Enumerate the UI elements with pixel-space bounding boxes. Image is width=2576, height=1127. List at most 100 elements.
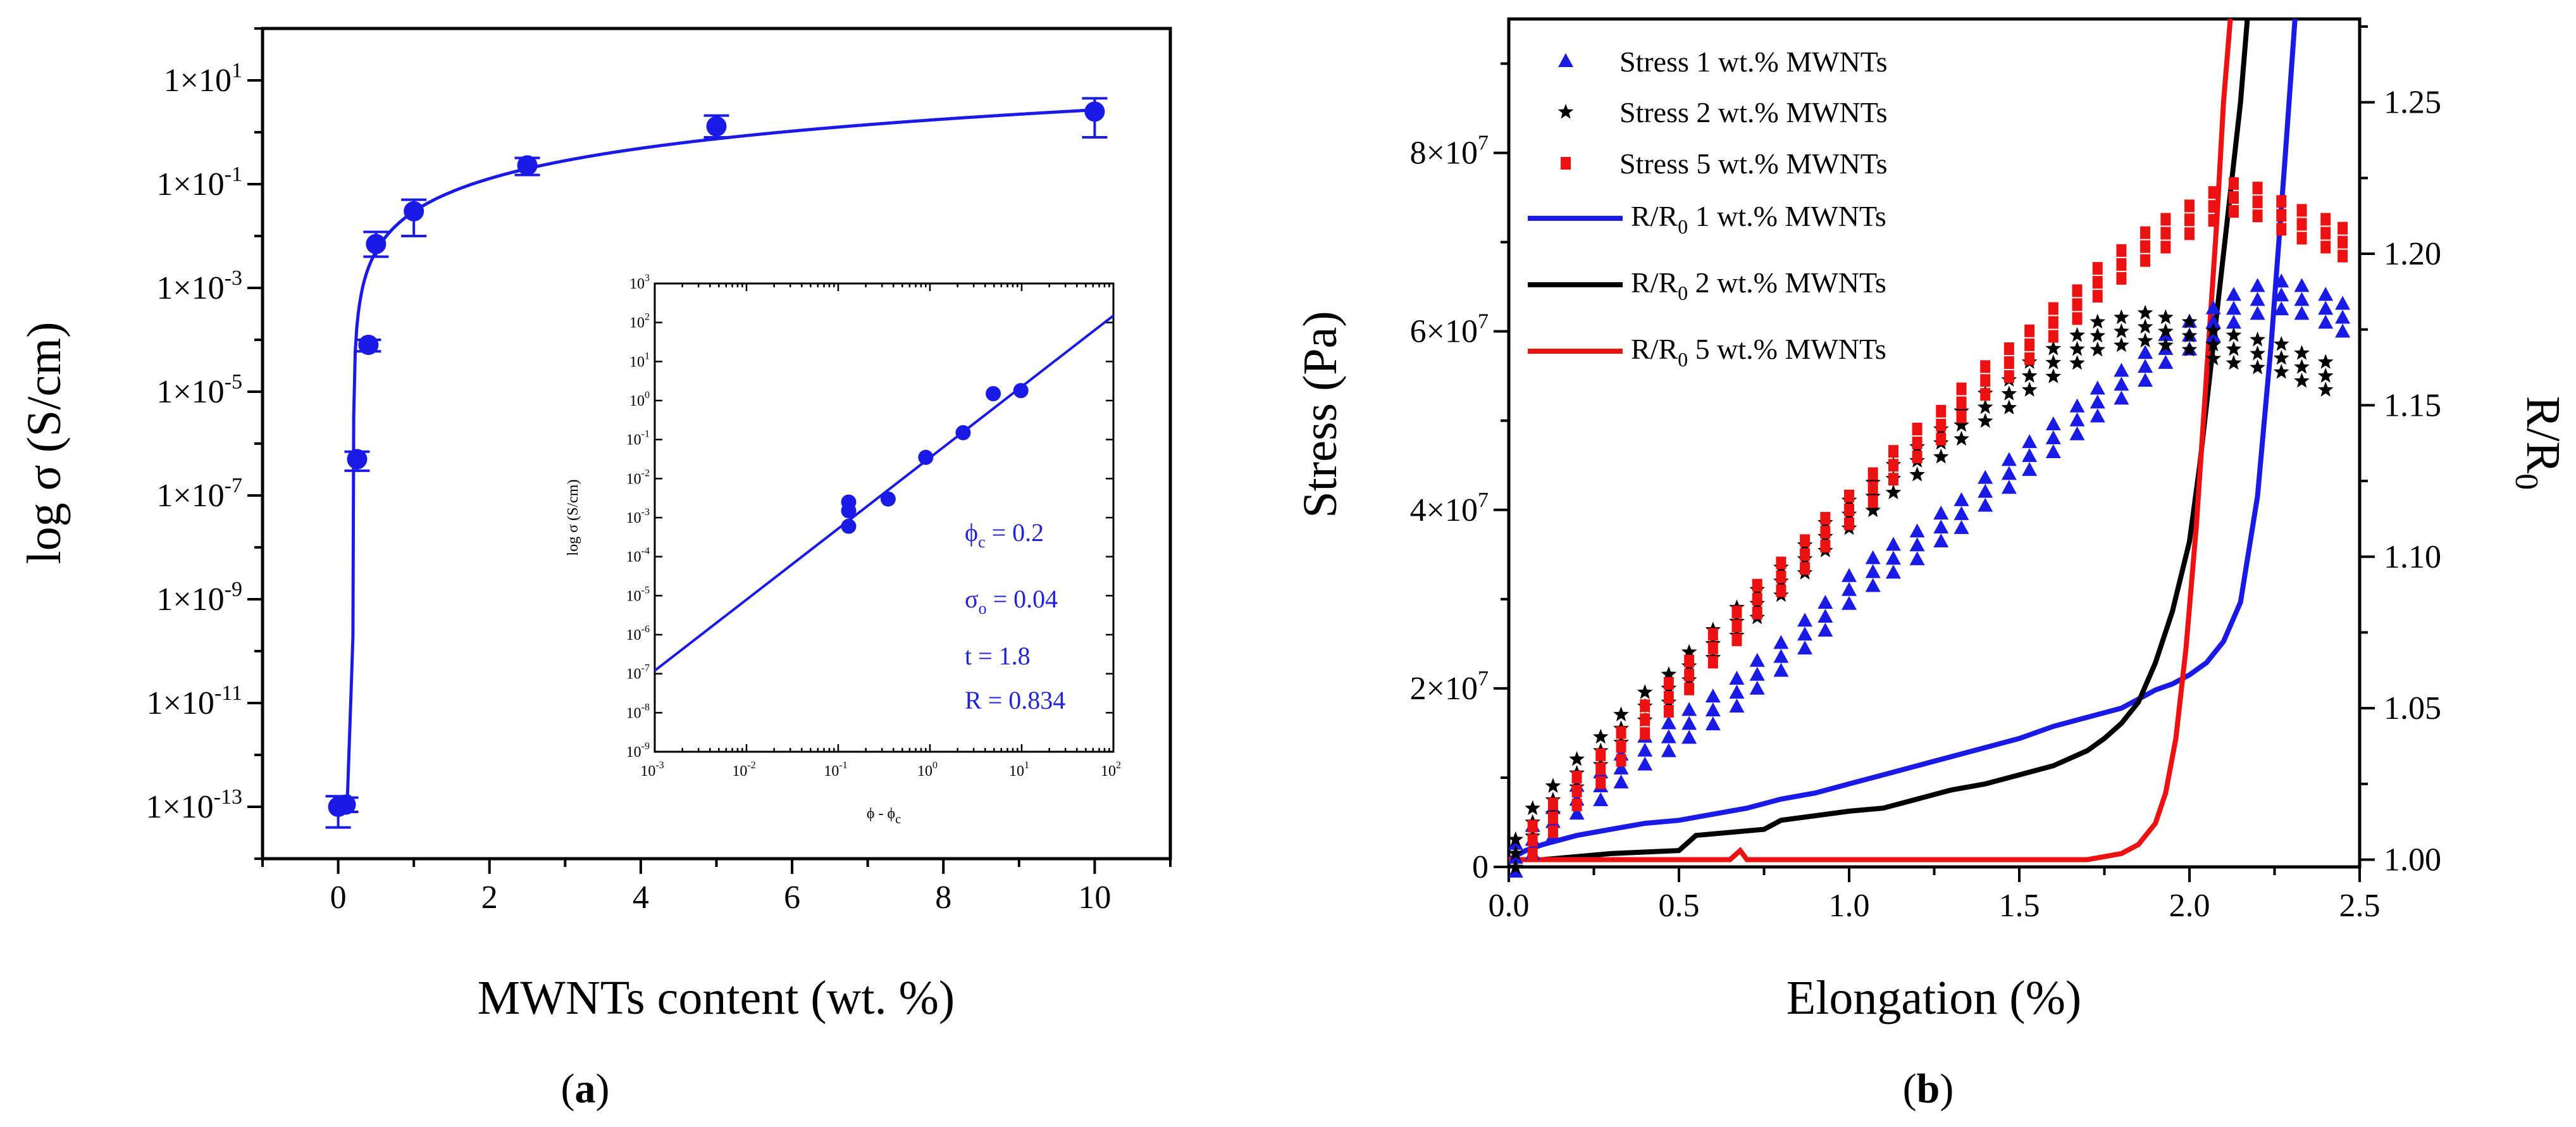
- square-marker: [1936, 404, 1947, 418]
- triangle-marker: [1797, 613, 1813, 627]
- square-marker: [1640, 713, 1650, 726]
- square-marker: [1663, 705, 1674, 718]
- legend-label-sub: 0: [1678, 348, 1688, 371]
- square-marker: [1527, 847, 1538, 861]
- panel-b-right-y-ticks: 1.00 1.05 1.10 1.15 1.20 1.25: [2360, 25, 2441, 878]
- data-point: [1084, 101, 1105, 122]
- square-marker: [1800, 534, 1811, 547]
- legend-label: Stress 2 wt.% MWNTs: [1619, 96, 1888, 128]
- square-marker: [1731, 633, 1742, 647]
- triangle-marker: [1558, 53, 1573, 67]
- y-tick-label: 1×10-11: [147, 682, 242, 721]
- x-tick-label: 10: [1078, 880, 1111, 916]
- square-marker: [1800, 562, 1811, 575]
- square-marker: [2320, 240, 2331, 254]
- triangle-marker: [1637, 742, 1653, 757]
- x-tick-label: 1.5: [1999, 888, 2040, 924]
- square-marker: [2072, 312, 2083, 325]
- y-tick-label: 0: [1472, 849, 1489, 885]
- triangle-marker: [2226, 314, 2241, 329]
- star-marker: [2181, 313, 2198, 329]
- triangle-marker: [2274, 301, 2289, 316]
- star-marker: [1613, 706, 1629, 721]
- triangle-marker: [2114, 363, 2129, 377]
- triangle-marker: [2090, 394, 2105, 409]
- triangle-marker: [1705, 702, 1721, 717]
- square-marker: [2208, 214, 2219, 227]
- star-marker: [2137, 318, 2153, 334]
- inset-x-tick-label-exp: -2: [747, 760, 755, 771]
- x-tick-label: 0.5: [1659, 888, 1700, 924]
- square-marker: [1912, 423, 1923, 435]
- y-tick-label-base: 1×10: [147, 685, 214, 721]
- inset-x-tick-label-exp: 1: [1024, 760, 1029, 771]
- star-marker: [2294, 359, 2310, 374]
- square-marker: [2140, 240, 2151, 253]
- star-marker: [2205, 322, 2221, 338]
- square-marker: [2092, 262, 2103, 275]
- triangle-marker: [2001, 452, 2017, 466]
- inset-x-tick-label-base: 10: [824, 763, 839, 780]
- data-point: [347, 449, 368, 470]
- square-marker: [2048, 330, 2059, 343]
- star-marker: [2226, 354, 2242, 370]
- triangle-marker: [2114, 390, 2129, 405]
- inset-y-tick-label-base: 10: [626, 432, 641, 449]
- star-marker: [1557, 104, 1574, 119]
- triangle-marker: [2090, 408, 2105, 423]
- legend-label-rest: 2 wt.% MWNTs: [1688, 266, 1886, 299]
- star-marker: [2114, 323, 2129, 339]
- star-marker: [1954, 416, 1969, 432]
- square-marker: [2276, 209, 2287, 222]
- square-marker: [1707, 628, 1718, 641]
- y-tick-label-base: 1×10: [156, 166, 224, 202]
- square-marker: [2252, 196, 2263, 209]
- resistance-curve: [1508, 18, 2298, 862]
- y-tick-label-exp: -3: [225, 266, 242, 290]
- square-marker: [1752, 592, 1762, 606]
- star-marker: [1977, 399, 1993, 414]
- square-marker: [1776, 570, 1786, 583]
- inset-param-0: ϕc = 0.2: [965, 518, 1044, 551]
- triangle-marker: [1865, 550, 1881, 564]
- triangle-marker: [1842, 568, 1857, 582]
- inset-param-symbol: σ: [965, 585, 979, 613]
- square-marker: [2116, 244, 2127, 257]
- y-tick-label-base: 1×10: [156, 374, 224, 410]
- square-marker: [1844, 503, 1854, 516]
- inset-y-tick-label-base: 10: [626, 705, 641, 721]
- triangle-marker: [1933, 533, 1949, 547]
- triangle-marker: [1909, 537, 1925, 552]
- square-marker: [1595, 748, 1606, 761]
- triangle-marker: [2022, 462, 2038, 476]
- triangle-marker: [2294, 306, 2310, 320]
- triangle-marker: [1954, 492, 1969, 506]
- y-tick-label-base: 1×10: [156, 582, 224, 618]
- triangle-marker: [1613, 760, 1629, 775]
- square-marker: [1663, 677, 1674, 690]
- triangle-marker: [1817, 623, 1833, 637]
- y-tick-label-base: 1×10: [156, 270, 224, 306]
- triangle-marker: [2294, 278, 2310, 292]
- star-marker: [2294, 373, 2310, 388]
- inset-y-tick-label-exp: 2: [645, 312, 650, 323]
- legend-label-main: R/R: [1631, 333, 1678, 365]
- star-marker: [1865, 502, 1881, 518]
- inset-param-value: = 1.8: [972, 642, 1031, 670]
- square-marker: [1912, 437, 1923, 449]
- triangle-marker: [1954, 506, 1969, 520]
- inset-x-tick-label-exp: -3: [655, 760, 664, 771]
- square-marker: [1616, 726, 1626, 739]
- data-point: [706, 116, 727, 137]
- triangle-marker: [2335, 309, 2351, 324]
- square-marker: [1731, 606, 1742, 619]
- square-marker: [2140, 254, 2151, 267]
- x-tick-label: 1.0: [1829, 888, 1870, 924]
- triangle-marker: [2045, 416, 2061, 430]
- square-marker: [1663, 691, 1674, 704]
- inset-param-value: = 0.834: [982, 686, 1066, 714]
- triangle-marker: [2294, 292, 2310, 306]
- inset-y-tick-label: 10-1: [626, 429, 650, 449]
- inset-y-tick-label: 10-6: [626, 624, 650, 644]
- triangle-marker: [2022, 448, 2038, 463]
